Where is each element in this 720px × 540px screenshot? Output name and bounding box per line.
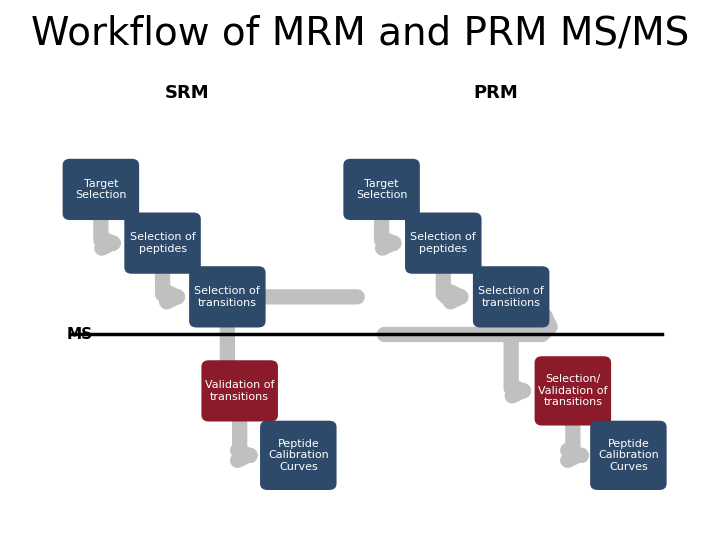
Text: PRM: PRM [473,84,518,102]
FancyBboxPatch shape [189,266,266,327]
FancyBboxPatch shape [202,360,278,422]
Text: Selection of
transitions: Selection of transitions [478,286,544,308]
FancyBboxPatch shape [405,213,482,274]
FancyBboxPatch shape [63,159,139,220]
Text: Workflow of MRM and PRM MS/MS: Workflow of MRM and PRM MS/MS [31,15,689,52]
Text: Validation of
transitions: Validation of transitions [205,380,274,402]
Text: Selection of
peptides: Selection of peptides [130,232,195,254]
FancyBboxPatch shape [125,213,201,274]
Text: Target
Selection: Target Selection [75,179,127,200]
FancyBboxPatch shape [473,266,549,327]
FancyBboxPatch shape [590,421,667,490]
Text: Selection of
transitions: Selection of transitions [194,286,260,308]
Text: MS: MS [67,327,93,342]
Text: SRM: SRM [165,84,210,102]
FancyBboxPatch shape [260,421,336,490]
Text: Peptide
Calibration
Curves: Peptide Calibration Curves [268,438,328,472]
Text: Target
Selection: Target Selection [356,179,408,200]
FancyBboxPatch shape [535,356,611,426]
Text: Peptide
Calibration
Curves: Peptide Calibration Curves [598,438,659,472]
Text: Selection/
Validation of
transitions: Selection/ Validation of transitions [538,374,608,408]
FancyBboxPatch shape [343,159,420,220]
Text: Selection of
peptides: Selection of peptides [410,232,476,254]
